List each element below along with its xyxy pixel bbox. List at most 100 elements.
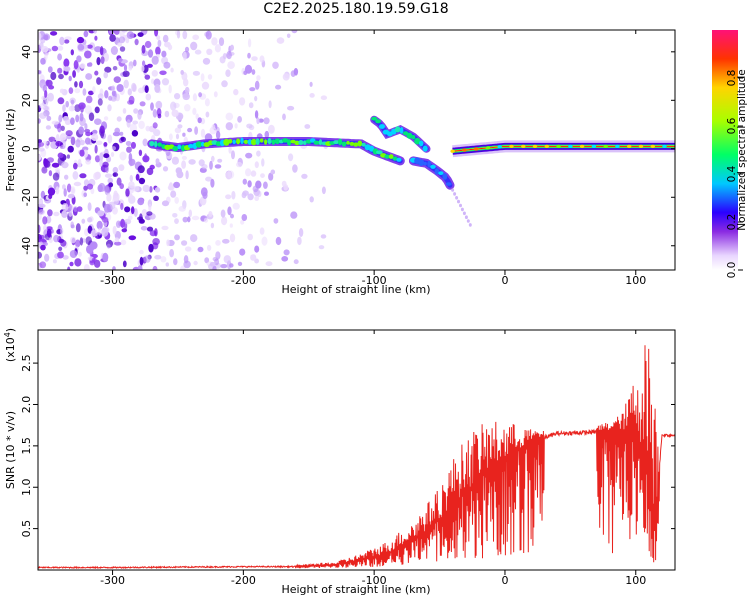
noise-speck <box>250 170 257 177</box>
noise-speck <box>155 100 163 110</box>
noise-speck <box>82 146 89 151</box>
noise-speck <box>38 139 42 144</box>
noise-speck <box>128 215 133 221</box>
noise-speck <box>38 203 46 208</box>
noise-speck <box>47 187 56 196</box>
noise-speck <box>101 227 109 237</box>
signal-main-point <box>177 144 182 150</box>
snr-series-line <box>38 345 675 570</box>
noise-speck <box>60 125 65 131</box>
noise-speck <box>72 70 76 78</box>
noise-speck <box>70 99 75 105</box>
noise-speck <box>170 101 177 111</box>
noise-speck <box>256 150 261 157</box>
noise-speck <box>214 164 222 169</box>
noise-speck <box>47 66 53 73</box>
noise-speck <box>154 254 162 260</box>
noise-speck <box>217 158 223 163</box>
noise-speck <box>130 141 136 149</box>
noise-speck <box>225 69 231 77</box>
noise-speck <box>141 209 148 217</box>
noise-speck <box>229 233 236 243</box>
noise-speck <box>57 251 64 259</box>
noise-speck <box>210 178 215 188</box>
noise-speck <box>208 211 213 217</box>
noise-speck <box>164 110 170 118</box>
signal-main-point <box>259 138 264 143</box>
noise-speck <box>149 186 153 193</box>
noise-speck <box>111 90 116 97</box>
noise-speck <box>156 35 161 41</box>
noise-speck <box>61 161 69 169</box>
signal-steady-point <box>450 149 455 153</box>
noise-speck <box>247 233 253 241</box>
noise-speck <box>146 167 154 176</box>
snr-x-ticks: -300 -200 -100 0 100 <box>100 330 646 587</box>
noise-speck <box>103 142 108 147</box>
noise-speck <box>293 259 299 265</box>
noise-speck <box>103 52 109 62</box>
signal-main-point <box>333 140 340 145</box>
noise-speck <box>174 93 181 100</box>
noise-speck <box>242 178 247 185</box>
noise-speck <box>260 173 265 179</box>
noise-speck <box>245 168 252 177</box>
noise-speck <box>97 93 104 100</box>
noise-speck <box>161 50 167 58</box>
noise-speck <box>144 40 152 49</box>
signal-steady-point <box>627 144 632 148</box>
signal-upper-point <box>379 124 385 129</box>
noise-speck <box>234 123 238 129</box>
noise-speck <box>121 30 128 33</box>
noise-speck <box>50 71 57 81</box>
signal-main-point <box>388 154 394 159</box>
noise-speck <box>183 260 191 269</box>
signal-main-point <box>346 140 350 145</box>
noise-speck <box>63 188 67 197</box>
signal-steady-point <box>462 148 467 152</box>
noise-speck <box>128 181 135 189</box>
noise-speck <box>65 130 73 137</box>
signal-upper-point <box>399 126 404 134</box>
noise-speck <box>301 173 308 179</box>
noise-speck <box>73 181 82 187</box>
signal-lower-point <box>442 173 448 180</box>
noise-speck <box>237 116 243 123</box>
noise-speck <box>89 242 95 252</box>
signal-main-point <box>223 138 230 146</box>
noise-speck <box>159 70 167 76</box>
noise-speck <box>70 49 75 56</box>
noise-speck <box>213 91 218 98</box>
noise-speck <box>73 162 78 170</box>
noise-speck <box>231 190 236 200</box>
noise-speck <box>225 194 232 200</box>
noise-speck <box>288 153 294 162</box>
noise-speck <box>292 164 298 173</box>
noise-speck <box>48 194 53 200</box>
noise-speck <box>99 125 105 134</box>
noise-speck <box>55 134 60 143</box>
noise-speck <box>203 217 209 223</box>
signal-main-point <box>396 157 402 162</box>
noise-speck <box>247 38 252 48</box>
noise-speck <box>74 81 78 88</box>
noise-speck <box>51 120 59 125</box>
noise-speck <box>304 124 311 129</box>
noise-speck <box>68 105 75 112</box>
y-tick-label: 1.0 <box>20 478 33 496</box>
noise-speck <box>155 158 160 165</box>
noise-speck <box>62 104 66 113</box>
noise-speck <box>66 154 70 159</box>
noise-speck <box>40 57 46 65</box>
noise-speck <box>283 184 289 191</box>
y-tick-label: -40 <box>20 237 33 255</box>
noise-speck <box>103 153 110 159</box>
noise-speck <box>198 159 205 167</box>
noise-speck <box>48 170 53 177</box>
noise-speck <box>102 161 109 168</box>
noise-speck <box>192 93 197 102</box>
x-tick-label: 100 <box>625 274 646 287</box>
signal-main-point <box>232 139 236 144</box>
noise-speck <box>182 93 190 101</box>
signal-upper-point <box>419 140 424 147</box>
